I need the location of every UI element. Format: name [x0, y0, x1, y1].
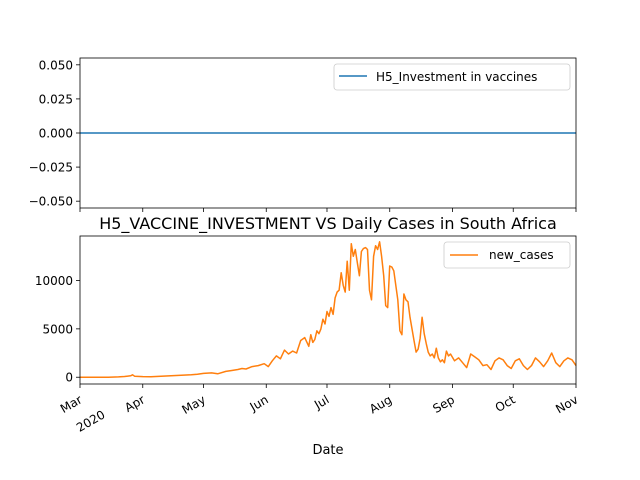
top-y-tick-label: 0.050 — [39, 58, 73, 72]
top-x-ticks — [79, 208, 577, 212]
bottom-legend: new_cases — [443, 241, 571, 269]
top-y-ticks: 0.050 0.025 0.000 −0.025 −0.050 — [29, 58, 80, 209]
top-axes-frame — [79, 57, 577, 209]
bottom-series-line — [80, 241, 577, 378]
bottom-legend-box — [443, 241, 571, 269]
x-axis-label: Date — [312, 443, 343, 458]
bottom-legend-label: new_cases — [489, 248, 554, 262]
top-y-tick-label: 0.025 — [39, 92, 73, 106]
top-legend: H5_Investment in vaccines — [333, 63, 571, 91]
bottom-subplot: H5_VACCINE_INVESTMENT VS Daily Cases in … — [35, 214, 581, 458]
top-y-tick-label: 0.000 — [39, 127, 73, 141]
top-legend-label: H5_Investment in vaccines — [376, 70, 537, 84]
bottom-axes-frame — [79, 235, 577, 385]
bottom-y-tick-label: 5000 — [42, 322, 73, 336]
top-y-tick-label: −0.050 — [29, 195, 73, 209]
bottom-x-tick-label: Jul — [311, 392, 331, 412]
top-y-tick-label: −0.025 — [29, 161, 73, 175]
chart-title: H5_VACCINE_INVESTMENT VS Daily Cases in … — [99, 214, 557, 234]
bottom-y-tick-label: 10000 — [35, 274, 73, 288]
bottom-series-layer — [80, 241, 577, 378]
top-legend-box — [333, 63, 571, 91]
bottom-y-ticks: 0 5000 10000 — [35, 274, 80, 385]
top-subplot: 0.050 0.025 0.000 −0.025 −0.050 H5_Investmen… — [29, 57, 577, 212]
bottom-y-tick-label: 0 — [65, 371, 73, 385]
